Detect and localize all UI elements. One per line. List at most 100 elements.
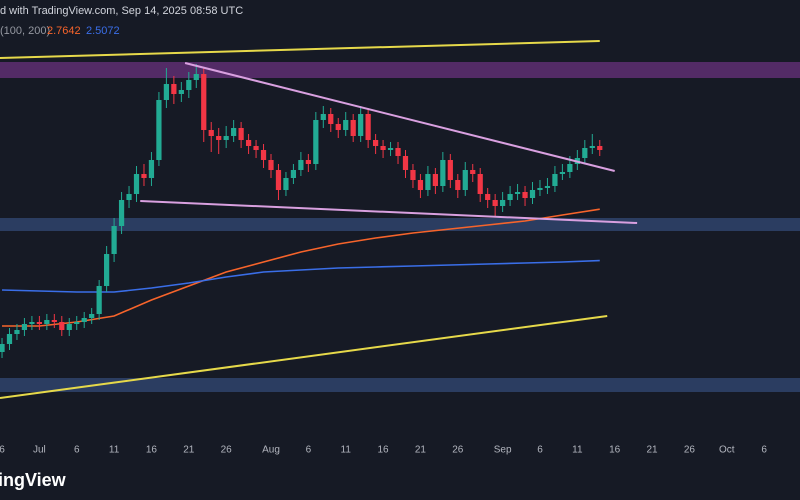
candle-body xyxy=(507,194,513,200)
candle-body xyxy=(178,90,184,94)
candle-body xyxy=(372,140,379,146)
candle-body xyxy=(350,120,356,136)
candle-body xyxy=(156,100,162,160)
x-tick-label: 6 xyxy=(74,445,80,456)
x-tick-label: Sep xyxy=(494,445,512,456)
x-tick-label: 11 xyxy=(109,445,120,456)
x-tick-label: Oct xyxy=(719,445,735,456)
candle-body xyxy=(410,170,416,180)
candle-body xyxy=(432,174,438,186)
x-tick-label: 26 xyxy=(684,445,696,456)
candle-body xyxy=(231,128,237,136)
candle-body xyxy=(290,170,297,178)
candle-body xyxy=(395,148,401,156)
candle-body xyxy=(470,170,476,174)
candle-body xyxy=(201,74,207,130)
candle-body xyxy=(343,120,349,130)
candle-body xyxy=(275,170,282,190)
candle-body xyxy=(358,114,364,136)
candle-body xyxy=(328,114,334,124)
candle-body xyxy=(447,160,453,180)
candle-body xyxy=(402,156,409,170)
candle-body xyxy=(81,318,87,322)
candle-body xyxy=(89,314,95,318)
candle-body xyxy=(380,146,386,150)
candle-body xyxy=(171,84,177,94)
candle-body xyxy=(500,200,506,206)
candle-body xyxy=(14,330,20,334)
candle-body xyxy=(582,148,588,158)
candle-body xyxy=(148,160,155,178)
candle-body xyxy=(567,164,573,172)
candle-body xyxy=(59,322,65,330)
candle-body xyxy=(118,200,125,226)
x-tick-label: 26 xyxy=(221,445,233,456)
candle-body xyxy=(283,178,289,190)
x-tick-label: 16 xyxy=(146,445,158,456)
candle-body xyxy=(589,146,595,148)
zone xyxy=(0,62,800,78)
candle-body xyxy=(514,192,521,194)
legend-value: 2.7642 xyxy=(47,25,81,37)
x-tick-label: 26 xyxy=(452,445,464,456)
candle-body xyxy=(253,146,259,150)
candle-body xyxy=(186,80,192,90)
candle-body xyxy=(104,254,110,286)
candle-body xyxy=(44,320,50,324)
candle-body xyxy=(216,136,222,140)
x-tick-label: 11 xyxy=(341,445,352,456)
candle-body xyxy=(6,334,13,344)
candle-body xyxy=(133,174,140,194)
candle-body xyxy=(529,190,536,198)
x-tick-label: Jul xyxy=(33,445,46,456)
trendline xyxy=(184,62,615,172)
candle-body xyxy=(544,186,551,188)
x-tick-label: 16 xyxy=(378,445,390,456)
candle-body xyxy=(0,344,5,352)
logo: ingView xyxy=(0,470,67,490)
candle-body xyxy=(238,128,244,140)
candle-body xyxy=(36,322,42,324)
candle-body xyxy=(66,324,72,330)
trendline xyxy=(0,315,608,399)
candle-body xyxy=(365,114,371,140)
candle-body xyxy=(141,174,147,178)
candle-body xyxy=(245,140,252,146)
trendline xyxy=(0,40,600,59)
x-tick-label: 6 xyxy=(0,445,5,456)
candle-body xyxy=(485,194,491,200)
candle-body xyxy=(425,174,431,190)
candle-body xyxy=(51,320,57,322)
candle-body xyxy=(298,160,304,170)
x-tick-label: 11 xyxy=(572,445,583,456)
candle-body xyxy=(268,160,274,170)
x-tick-label: 6 xyxy=(761,445,767,456)
candle-body xyxy=(126,194,132,200)
candle-body xyxy=(477,174,483,194)
x-tick-label: 21 xyxy=(646,445,658,456)
candle-body xyxy=(417,180,424,190)
candle-body xyxy=(559,172,566,174)
moving-average xyxy=(2,208,600,327)
x-tick-label: 16 xyxy=(609,445,621,456)
candle-body xyxy=(455,180,461,190)
candle-body xyxy=(21,324,28,330)
candle-body xyxy=(335,124,341,130)
candle-body xyxy=(462,170,468,190)
x-tick-label: 21 xyxy=(183,445,195,456)
candle-body xyxy=(260,150,267,160)
x-tick-label: 21 xyxy=(415,445,427,456)
zone xyxy=(0,378,800,392)
candle-body xyxy=(492,200,498,206)
candle-body xyxy=(522,192,528,198)
candle-body xyxy=(305,160,311,164)
candle-body xyxy=(74,322,80,324)
x-tick-label: 6 xyxy=(306,445,312,456)
indicator-label: (100, 200) xyxy=(0,25,50,37)
candle-body xyxy=(440,160,446,186)
candle-body xyxy=(387,148,394,150)
candle-body xyxy=(208,130,214,136)
candle-body xyxy=(313,120,319,164)
